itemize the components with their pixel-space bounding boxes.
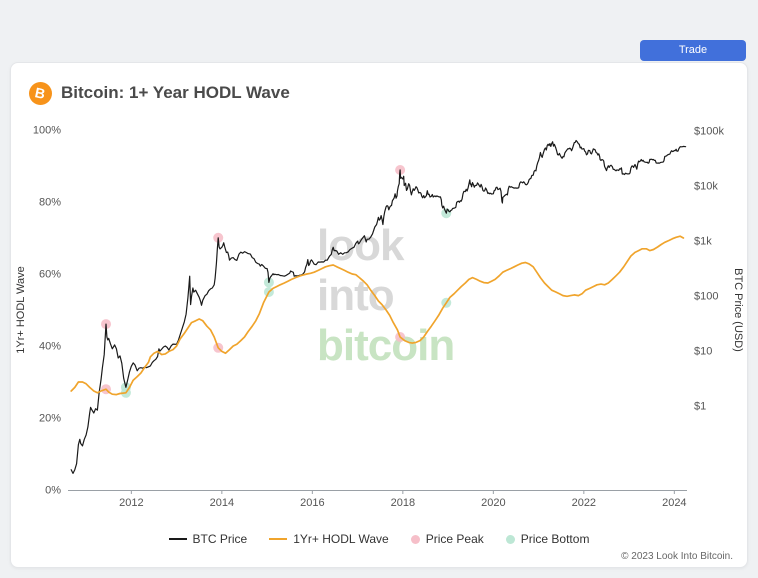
legend-item-price-bottom[interactable]: Price Bottom (505, 532, 590, 546)
card-header: B Bitcoin: 1+ Year HODL Wave (11, 76, 747, 110)
price-axis-tick-label: $100k (694, 125, 724, 137)
hodl-axis-tick-label: 40% (39, 341, 61, 353)
hodl-axis-tick-label: 100% (33, 125, 61, 137)
chart-legend: BTC Price 1Yr+ HODL Wave Price Peak Pric… (11, 529, 747, 549)
topbar: Trade (0, 0, 758, 62)
page-title: Bitcoin: 1+ Year HODL Wave (61, 83, 290, 102)
price-axis-tick-label: $10 (694, 346, 712, 358)
legend-item-hodl-wave[interactable]: 1Yr+ HODL Wave (269, 532, 389, 546)
legend-label-price-bottom: Price Bottom (520, 532, 590, 546)
x-axis-tick-label: 2020 (481, 497, 505, 509)
hodl-wave-line (70, 235, 685, 396)
x-axis-tick-label: 2016 (300, 497, 324, 509)
legend-label-price-peak: Price Peak (425, 532, 484, 546)
watermark-text: look (317, 221, 405, 270)
x-axis-tick-label: 2014 (210, 497, 234, 509)
price-peak-dot-icon (410, 534, 420, 544)
legend-item-btc-price[interactable]: BTC Price (168, 532, 248, 546)
bitcoin-icon-letter: B (33, 84, 48, 102)
chart-card: B Bitcoin: 1+ Year HODL Wave look into bit… (10, 62, 748, 568)
legend-label-hodl-wave: 1Yr+ HODL Wave (293, 532, 389, 546)
hodl-axis-tick-label: 20% (39, 413, 61, 425)
copyright-text: © 2023 Look Into Bitcoin. (621, 551, 733, 562)
btc-price-line-swatch (168, 537, 187, 541)
hodl-axis-tick-label: 60% (39, 269, 61, 281)
watermark-text: bitcoin (317, 321, 454, 370)
x-axis-tick-label: 2012 (119, 497, 143, 509)
hodl-axis-title: 1Yr+ HODL Wave (15, 266, 27, 354)
legend-item-price-peak[interactable]: Price Peak (410, 532, 484, 546)
hodl-axis-tick-label: 80% (39, 197, 61, 209)
legend-label-btc-price: BTC Price (192, 532, 248, 546)
price-axis-tick-label: $10k (694, 180, 718, 192)
price-axis-tick-label: $1 (694, 401, 706, 413)
price-axis-title: BTC Price (USD) (732, 268, 744, 352)
hodl-wave-line-swatch (269, 537, 288, 541)
bitcoin-icon: B (29, 81, 52, 105)
x-axis-tick-label: 2018 (391, 497, 415, 509)
price-bottom-dot-icon (505, 534, 515, 544)
price-axis-tick-label: $100 (694, 291, 718, 303)
btc-price-line (70, 139, 687, 474)
trade-button[interactable]: Trade (640, 40, 746, 61)
hodl-axis-tick-label: 0% (45, 485, 61, 497)
price-axis-tick-label: $1k (694, 236, 712, 248)
watermark-text: into (317, 271, 394, 320)
x-axis-tick-label: 2022 (572, 497, 596, 509)
x-axis-tick-label: 2024 (662, 497, 686, 509)
